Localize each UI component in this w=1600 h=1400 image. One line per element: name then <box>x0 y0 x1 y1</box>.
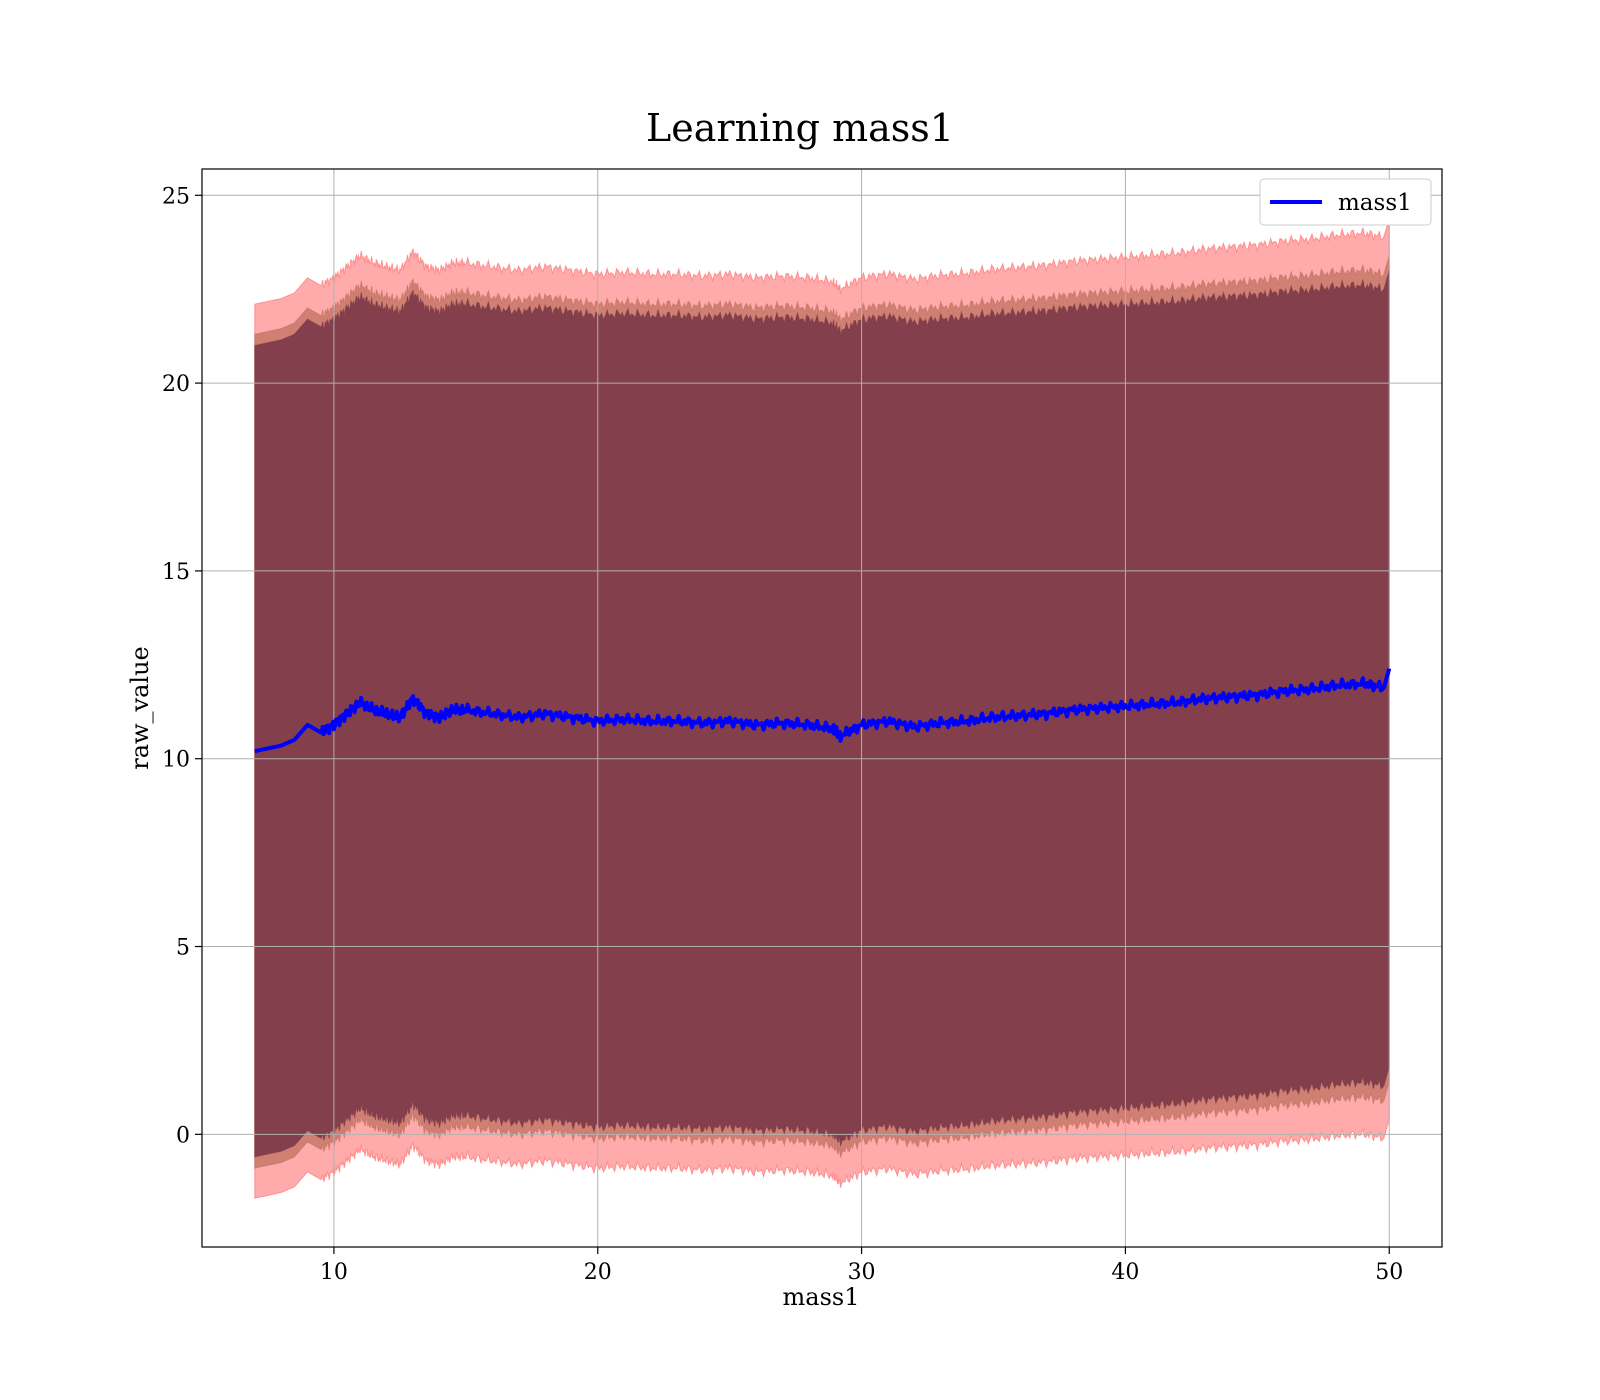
y-axis-ticks: 0 5 10 15 20 25 <box>162 184 202 1148</box>
series-line-mass1 <box>254 667 1392 754</box>
y-axis-label: raw_value <box>126 646 154 770</box>
grid <box>202 169 1442 1247</box>
legend-box <box>1259 178 1432 226</box>
chart-title: Learning mass1 <box>646 106 954 150</box>
y-tick-label: 10 <box>162 748 190 773</box>
x-tick-label: 10 <box>320 1260 348 1285</box>
confidence-bands <box>254 217 1390 1199</box>
legend-label-mass1: mass1 <box>1338 190 1412 216</box>
y-tick-label: 5 <box>176 936 190 961</box>
y-tick-label: 25 <box>162 184 190 209</box>
x-axis-ticks: 10 20 30 40 50 <box>320 1247 1403 1285</box>
x-tick-label: 20 <box>584 1260 612 1285</box>
x-tick-label: 40 <box>1111 1260 1139 1285</box>
legend: mass1 <box>1259 178 1432 226</box>
x-axis-label: mass1 <box>783 1283 860 1311</box>
y-tick-label: 20 <box>162 372 190 397</box>
x-tick-label: 50 <box>1375 1260 1403 1285</box>
plot-frame <box>201 168 1443 1248</box>
x-tick-label: 30 <box>848 1260 876 1285</box>
y-tick-label: 0 <box>176 1123 190 1148</box>
y-tick-label: 15 <box>162 560 190 585</box>
